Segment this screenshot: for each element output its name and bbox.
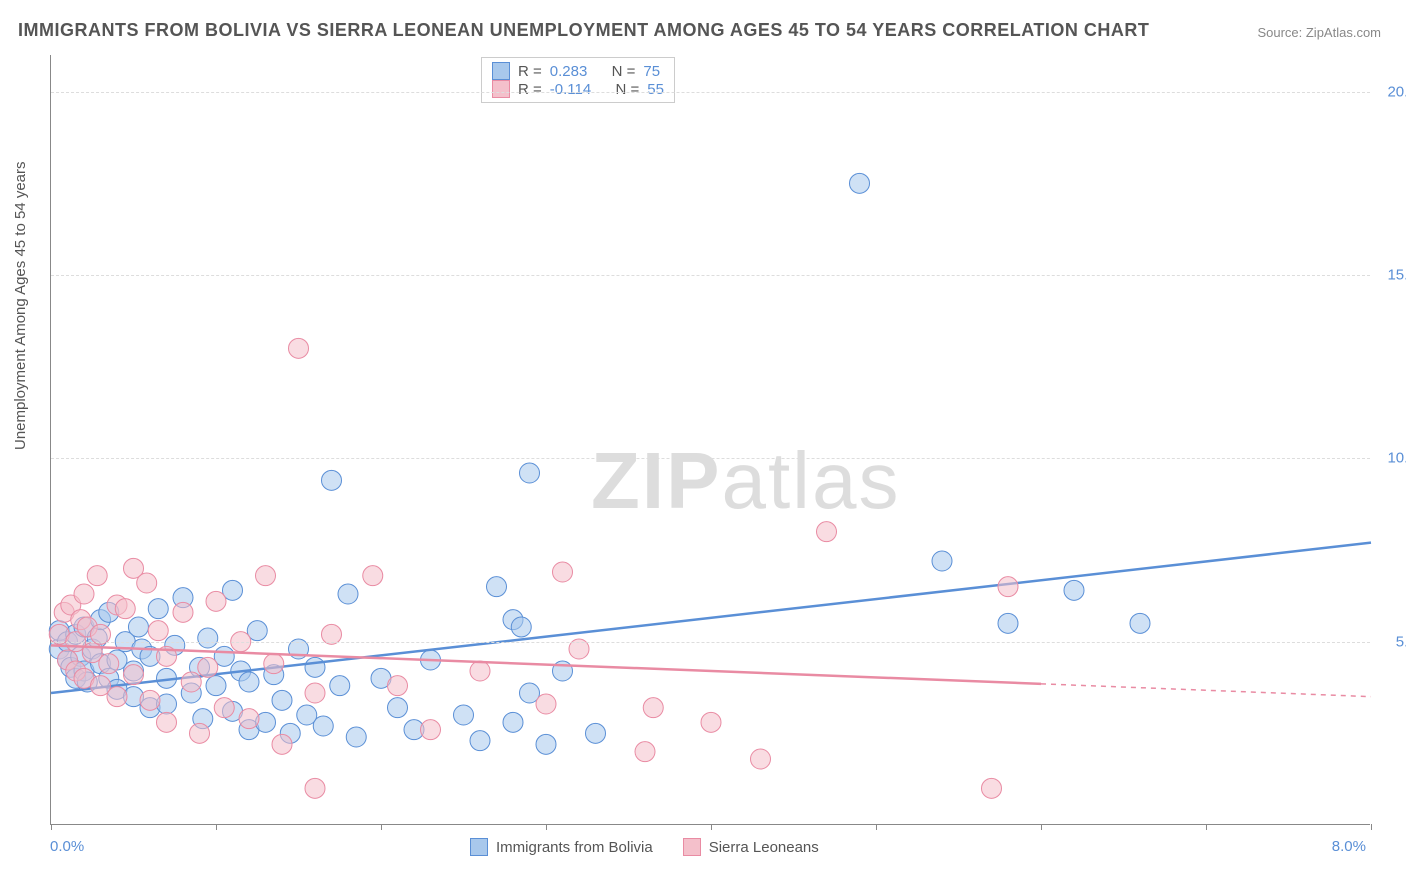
data-point: [388, 676, 408, 696]
data-point: [239, 672, 259, 692]
plot-area: ZIPatlas R = 0.283 N = 75 R = -0.114 N =…: [50, 55, 1370, 825]
y-tick-label: 15.0%: [1387, 267, 1406, 284]
data-point: [511, 617, 531, 637]
data-point: [817, 522, 837, 542]
data-point: [198, 657, 218, 677]
data-point: [998, 613, 1018, 633]
legend-label: Immigrants from Bolivia: [496, 839, 653, 856]
data-point: [181, 672, 201, 692]
chart-title: IMMIGRANTS FROM BOLIVIA VS SIERRA LEONEA…: [18, 20, 1149, 41]
data-point: [115, 599, 135, 619]
x-tick: [51, 824, 52, 830]
data-point: [454, 705, 474, 725]
data-point: [305, 657, 325, 677]
x-tick: [216, 824, 217, 830]
data-point: [140, 690, 160, 710]
data-point: [1130, 613, 1150, 633]
data-point: [107, 687, 127, 707]
data-point: [157, 712, 177, 732]
data-point: [982, 778, 1002, 798]
legend-item: Sierra Leoneans: [683, 838, 819, 856]
source-attribution: Source: ZipAtlas.com: [1257, 25, 1381, 40]
data-point: [363, 566, 383, 586]
y-tick-label: 20.0%: [1387, 83, 1406, 100]
scatter-svg: [51, 55, 1370, 824]
data-point: [487, 577, 507, 597]
x-tick: [711, 824, 712, 830]
data-point: [643, 698, 663, 718]
data-point: [322, 470, 342, 490]
data-point: [214, 698, 234, 718]
data-point: [87, 566, 107, 586]
data-point: [206, 591, 226, 611]
swatch-pink: [683, 838, 701, 856]
data-point: [137, 573, 157, 593]
legend-item: Immigrants from Bolivia: [470, 838, 653, 856]
data-point: [148, 599, 168, 619]
series-legend: Immigrants from Bolivia Sierra Leoneans: [470, 838, 819, 856]
data-point: [338, 584, 358, 604]
swatch-blue: [470, 838, 488, 856]
data-point: [470, 731, 490, 751]
data-point: [701, 712, 721, 732]
y-axis-label: Unemployment Among Ages 45 to 54 years: [12, 161, 29, 450]
gridline: [51, 458, 1370, 459]
x-tick: [1206, 824, 1207, 830]
data-point: [998, 577, 1018, 597]
y-tick-label: 5.0%: [1396, 633, 1406, 650]
x-tick: [546, 824, 547, 830]
data-point: [256, 566, 276, 586]
x-tick: [1041, 824, 1042, 830]
data-point: [330, 676, 350, 696]
data-point: [272, 734, 292, 754]
data-point: [99, 654, 119, 674]
data-point: [190, 723, 210, 743]
data-point: [148, 621, 168, 641]
y-tick-label: 10.0%: [1387, 450, 1406, 467]
data-point: [128, 617, 148, 637]
x-tick: [381, 824, 382, 830]
data-point: [421, 720, 441, 740]
data-point: [206, 676, 226, 696]
gridline: [51, 92, 1370, 93]
data-point: [932, 551, 952, 571]
data-point: [1064, 580, 1084, 600]
legend-label: Sierra Leoneans: [709, 839, 819, 856]
gridline: [51, 642, 1370, 643]
data-point: [388, 698, 408, 718]
x-axis-max-label: 8.0%: [1332, 838, 1366, 855]
data-point: [305, 778, 325, 798]
x-axis-min-label: 0.0%: [50, 838, 84, 855]
data-point: [850, 173, 870, 193]
data-point: [198, 628, 218, 648]
data-point: [553, 562, 573, 582]
data-point: [313, 716, 333, 736]
data-point: [635, 742, 655, 762]
data-point: [520, 463, 540, 483]
data-point: [264, 654, 284, 674]
data-point: [173, 602, 193, 622]
data-point: [74, 584, 94, 604]
gridline: [51, 275, 1370, 276]
data-point: [751, 749, 771, 769]
data-point: [346, 727, 366, 747]
data-point: [503, 712, 523, 732]
data-point: [272, 690, 292, 710]
data-point: [470, 661, 490, 681]
trend-line-dashed: [1041, 684, 1371, 697]
x-tick: [1371, 824, 1372, 830]
data-point: [305, 683, 325, 703]
data-point: [536, 734, 556, 754]
data-point: [586, 723, 606, 743]
x-tick: [876, 824, 877, 830]
data-point: [289, 338, 309, 358]
data-point: [536, 694, 556, 714]
data-point: [124, 665, 144, 685]
data-point: [239, 709, 259, 729]
